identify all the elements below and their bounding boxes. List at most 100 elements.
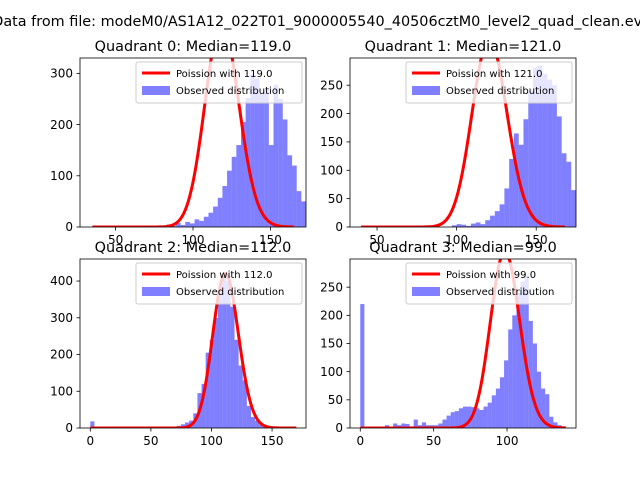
histogram-bar bbox=[189, 223, 195, 227]
histogram-bar bbox=[475, 408, 480, 428]
x-tick-label: 0 bbox=[86, 434, 94, 448]
histogram bbox=[451, 65, 576, 227]
poisson-curve bbox=[360, 259, 566, 428]
x-tick-label: 100 bbox=[182, 233, 205, 247]
y-tick-label: 250 bbox=[320, 280, 343, 294]
histogram-bar bbox=[282, 119, 288, 227]
x-tick-label: 100 bbox=[496, 434, 519, 448]
histogram-bar bbox=[90, 421, 95, 428]
histogram-bar bbox=[566, 161, 572, 227]
histogram-bar bbox=[205, 352, 210, 428]
histogram-bar bbox=[301, 201, 306, 227]
poisson-curve bbox=[90, 272, 297, 428]
legend bbox=[405, 262, 573, 305]
histogram-bar bbox=[537, 65, 543, 227]
histogram-bar bbox=[494, 211, 500, 227]
legend-label-observed: Observed distribution bbox=[446, 287, 554, 298]
histogram-bar bbox=[524, 275, 529, 428]
histogram-bar bbox=[532, 343, 537, 428]
histogram-bar bbox=[209, 339, 214, 428]
histogram-bar bbox=[185, 422, 190, 428]
histogram-bar bbox=[520, 281, 525, 428]
histogram-bar bbox=[533, 68, 538, 227]
histogram-bar bbox=[199, 220, 204, 227]
subplot-title: Quadrant 3: Median=99.0 bbox=[369, 240, 557, 256]
histogram-bar bbox=[475, 222, 481, 227]
histogram-bar bbox=[483, 406, 488, 428]
histogram-bar bbox=[458, 408, 463, 428]
histogram-bar bbox=[561, 153, 567, 227]
histogram-bar bbox=[454, 411, 459, 428]
y-tick-label: 0 bbox=[335, 220, 343, 234]
histogram-bar bbox=[234, 339, 239, 428]
histogram-bar bbox=[226, 281, 231, 428]
legend-label-poisson: Poission with 119.0 bbox=[176, 69, 272, 80]
histogram-bar bbox=[571, 190, 576, 227]
histogram-bar bbox=[451, 225, 457, 227]
histogram-bar bbox=[413, 419, 418, 428]
y-tick-label: 200 bbox=[50, 118, 73, 132]
histogram-bar bbox=[552, 85, 557, 227]
legend-label-observed: Observed distribution bbox=[176, 287, 284, 298]
subplot-quadrant-0: 50 100 150 0 100 200 300 Quadrant 0: Median=119… bbox=[50, 39, 307, 247]
histogram-bar bbox=[213, 206, 218, 227]
histogram-bar bbox=[516, 292, 521, 428]
legend-label-poisson: Poission with 121.0 bbox=[446, 69, 542, 80]
histogram-bar bbox=[254, 78, 260, 227]
y-tick-label: 0 bbox=[65, 421, 73, 435]
histogram-bar bbox=[456, 224, 462, 227]
histogram-bar bbox=[255, 420, 260, 428]
x-tick-label: 50 bbox=[426, 434, 441, 448]
histogram-bar bbox=[278, 98, 283, 227]
histogram-bar bbox=[203, 216, 209, 227]
y-tick-label: 100 bbox=[320, 365, 343, 379]
histogram-bar bbox=[463, 406, 468, 428]
x-tick-label: 100 bbox=[200, 434, 223, 448]
histogram-bar bbox=[528, 90, 534, 227]
x-tick-label: 50 bbox=[143, 434, 158, 448]
x-tick-label: 150 bbox=[259, 233, 282, 247]
y-tick-label: 50 bbox=[328, 192, 343, 206]
histogram-bar bbox=[491, 395, 496, 428]
axes-frame bbox=[79, 258, 307, 429]
histogram-bar bbox=[242, 380, 247, 428]
histogram-bar bbox=[268, 145, 274, 227]
y-tick-label: 150 bbox=[320, 337, 343, 351]
figure-suptitle: Data from file: modeM0/AS1A12_022T01_900… bbox=[0, 14, 640, 30]
histogram-bar bbox=[218, 288, 223, 428]
histogram-bar bbox=[175, 222, 181, 227]
y-tick-label: 250 bbox=[320, 78, 343, 92]
histogram-bar bbox=[509, 158, 514, 227]
histogram-bar bbox=[240, 122, 246, 227]
histogram-bar bbox=[227, 170, 232, 227]
histogram-bar bbox=[360, 304, 365, 428]
x-tick-label: 50 bbox=[108, 233, 123, 247]
histogram-bar bbox=[236, 145, 241, 227]
histogram-bar bbox=[287, 155, 293, 227]
x-tick-label: 150 bbox=[261, 434, 284, 448]
histogram-bar bbox=[485, 220, 491, 227]
histogram-bar bbox=[201, 383, 206, 428]
histogram-bar bbox=[536, 371, 542, 428]
histogram-bar bbox=[466, 225, 471, 227]
histogram-bar bbox=[405, 424, 410, 428]
histogram-bar bbox=[222, 186, 228, 227]
histogram-bar bbox=[442, 419, 447, 428]
histogram-bar bbox=[547, 79, 553, 227]
subplot-title: Quadrant 2: Median=112.0 bbox=[95, 240, 292, 256]
histogram-bar bbox=[470, 223, 476, 227]
histogram-bar bbox=[222, 273, 227, 428]
histogram-bar bbox=[556, 116, 562, 227]
y-tick-label: 200 bbox=[50, 348, 73, 362]
histogram bbox=[90, 273, 284, 428]
histogram-bar bbox=[171, 225, 176, 227]
legend-label-poisson: Poission with 112.0 bbox=[176, 270, 272, 281]
axes-frame bbox=[349, 57, 577, 228]
histogram-bar bbox=[499, 377, 505, 428]
histogram-bar bbox=[541, 388, 546, 428]
histogram-bar bbox=[480, 224, 486, 227]
legend-bar-swatch bbox=[142, 287, 170, 296]
legend-bar-swatch bbox=[412, 86, 440, 95]
histogram-bar bbox=[250, 74, 255, 227]
histogram-bar bbox=[499, 204, 505, 227]
